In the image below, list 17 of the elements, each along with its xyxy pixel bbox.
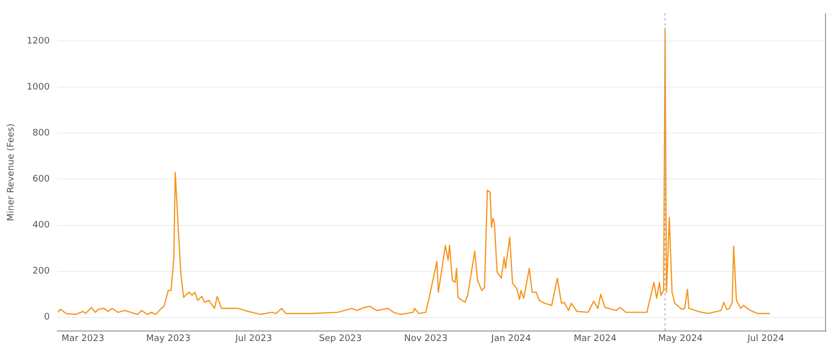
y-tick-label: 0 (44, 312, 50, 323)
x-tick-label: Jan 2024 (490, 334, 532, 344)
y-tick-label: 1200 (26, 36, 50, 46)
x-tick-label: Sep 2023 (319, 334, 362, 344)
y-tick-label: 600 (32, 174, 50, 185)
y-tick-label: 800 (32, 128, 50, 138)
x-tick-label: Nov 2023 (404, 334, 448, 344)
y-tick-label: 1000 (26, 82, 50, 92)
x-tick-label: May 2024 (658, 334, 703, 344)
x-tick-label: Jul 2024 (746, 334, 784, 344)
x-tick-label: Mar 2023 (62, 334, 104, 344)
y-tick-label: 200 (32, 266, 50, 277)
x-tick-label: Mar 2024 (574, 334, 617, 344)
y-axis-title: Miner Revenue (Fees) (6, 124, 17, 222)
x-tick-label: Jul 2023 (234, 334, 272, 344)
x-tick-label: May 2023 (146, 334, 190, 344)
y-tick-label: 400 (32, 220, 50, 231)
